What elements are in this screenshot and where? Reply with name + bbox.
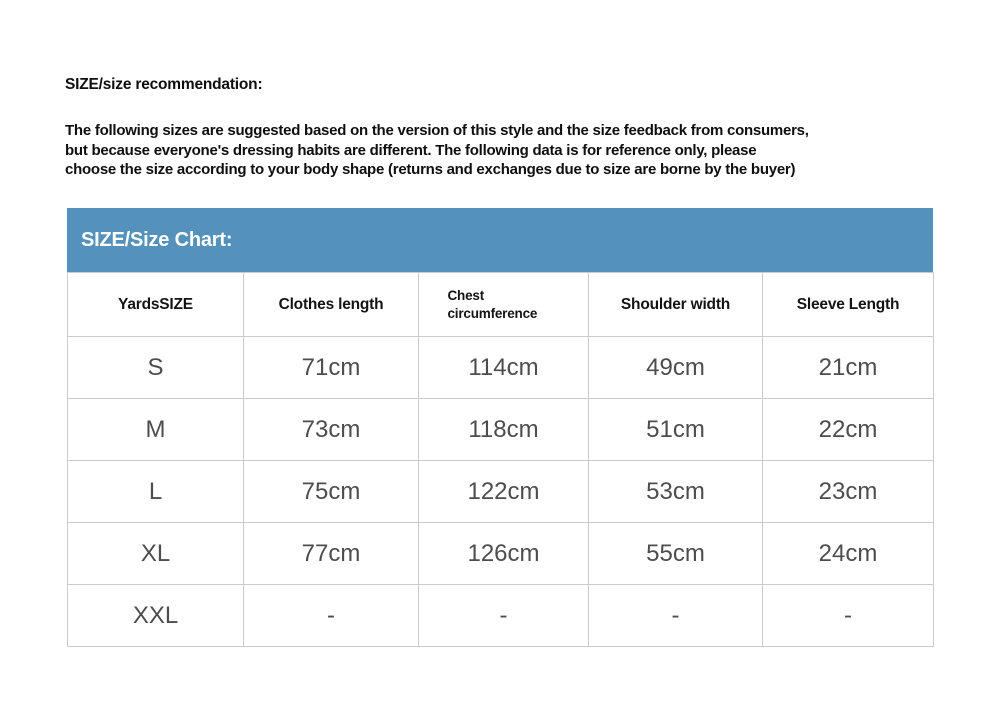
size-row-l: L 75cm 122cm 53cm 23cm — [67, 460, 934, 523]
size-chart-table: YardsSIZE Clothes length Chest circumfer… — [67, 272, 934, 647]
size-chart-banner-label: SIZE/Size Chart: — [81, 229, 233, 251]
column-header-chest-circumference-label: Chest circumference — [447, 287, 538, 321]
cell-sleeve-length: 21cm — [762, 336, 934, 399]
column-header-size-label: YardsSIZE — [118, 295, 193, 313]
cell-chest-circumference: 126cm — [418, 522, 589, 585]
cell-sleeve-length: 23cm — [762, 460, 934, 523]
intro-line-2: but because everyone's dressing habits a… — [65, 141, 757, 159]
size-row-xxl: XXL - - - - — [67, 584, 934, 647]
column-header-chest-circumference: Chest circumference — [418, 272, 589, 337]
column-header-clothes-length: Clothes length — [243, 272, 419, 337]
cell-chest-circumference: - — [418, 584, 589, 647]
column-header-sleeve-length-label: Sleeve Length — [796, 295, 900, 313]
cell-clothes-length: 71cm — [243, 336, 419, 399]
size-row-xl: XL 77cm 126cm 55cm 24cm — [67, 522, 934, 585]
cell-shoulder-width: - — [588, 584, 763, 647]
cell-shoulder-width: 53cm — [588, 460, 763, 523]
cell-shoulder-width: 55cm — [588, 522, 763, 585]
cell-shoulder-width: 51cm — [588, 398, 763, 461]
cell-chest-circumference: 114cm — [418, 336, 589, 399]
cell-clothes-length: 73cm — [243, 398, 419, 461]
cell-size: L — [67, 460, 244, 523]
size-row-s: S 71cm 114cm 49cm 21cm — [67, 336, 934, 399]
column-header-size: YardsSIZE — [67, 272, 244, 337]
cell-size: XL — [67, 522, 244, 585]
cell-clothes-length: 75cm — [243, 460, 419, 523]
column-header-clothes-length-label: Clothes length — [278, 295, 384, 313]
cell-clothes-length: 77cm — [243, 522, 419, 585]
cell-clothes-length: - — [243, 584, 419, 647]
column-header-shoulder-width: Shoulder width — [588, 272, 763, 337]
column-header-sleeve-length: Sleeve Length — [762, 272, 934, 337]
cell-size: S — [67, 336, 244, 399]
cell-shoulder-width: 49cm — [588, 336, 763, 399]
cell-sleeve-length: 24cm — [762, 522, 934, 585]
cell-chest-circumference: 118cm — [418, 398, 589, 461]
cell-size: XXL — [67, 584, 244, 647]
column-header-shoulder-width-label: Shoulder width — [620, 295, 731, 313]
cell-sleeve-length: - — [762, 584, 934, 647]
intro-line-1: The following sizes are suggested based … — [65, 122, 809, 139]
intro-line-3: choose the size according to your body s… — [65, 161, 796, 178]
size-chart-banner: SIZE/Size Chart: — [67, 208, 933, 272]
cell-size: M — [67, 398, 244, 461]
table-header-row: YardsSIZE Clothes length Chest circumfer… — [67, 272, 934, 337]
page-title: SIZE/size recommendation: — [65, 76, 263, 93]
size-row-m: M 73cm 118cm 51cm 22cm — [67, 398, 934, 461]
cell-sleeve-length: 22cm — [762, 398, 934, 461]
intro-paragraph: The following sizes are suggested based … — [65, 121, 809, 180]
cell-chest-circumference: 122cm — [418, 460, 589, 523]
